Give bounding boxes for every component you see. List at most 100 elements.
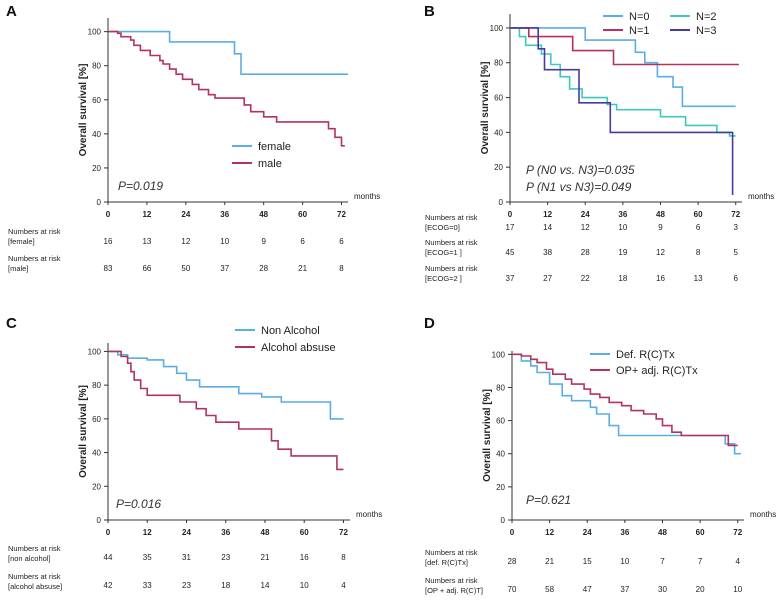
at-risk-count: 5 (734, 248, 739, 257)
survival-curve-alcohol-absuse (108, 350, 344, 471)
x-tick-label: 12 (543, 210, 552, 219)
p-value-annotation: P=0.016 (116, 497, 161, 511)
y-tick-label: 60 (92, 415, 101, 424)
km-panel-D: D 0 20 40 60 80 100 0 12 24 36 48 60 72 months Overall … (424, 315, 776, 595)
at-risk-count: 47 (583, 585, 592, 594)
x-tick-label: 12 (142, 210, 151, 219)
survival-curve-n-2 (510, 27, 736, 137)
at-risk-row-label: Numbers at risk (425, 238, 478, 247)
at-risk-count: 38 (543, 248, 552, 257)
x-tick-label: 36 (221, 528, 230, 537)
at-risk-count: 7 (660, 557, 665, 566)
at-risk-count: 16 (104, 237, 113, 246)
at-risk-count: 8 (696, 248, 701, 257)
at-risk-row-label: Numbers at risk (8, 254, 61, 263)
x-tick-label: 60 (298, 210, 307, 219)
x-tick-label: 60 (300, 528, 309, 537)
at-risk-count: 6 (300, 237, 305, 246)
y-tick-label: 0 (97, 516, 102, 525)
legend-entry: N=1 (629, 25, 650, 37)
at-risk-count: 14 (543, 223, 552, 232)
p-value-annotation: P (N1 vs N3)=0.049 (526, 180, 632, 194)
at-risk-count: 12 (656, 248, 665, 257)
km-panel-A: A 0 20 40 60 80 100 0 12 24 36 48 60 72 months Overall … (6, 3, 380, 273)
survival-curve-n-1 (510, 27, 739, 66)
at-risk-count: 10 (220, 237, 229, 246)
y-axis-label: Overall survival [%] (480, 62, 491, 155)
at-risk-count: 37 (620, 585, 629, 594)
legend-entry: N=3 (696, 25, 717, 37)
legend-entry: male (258, 158, 282, 170)
x-tick-label: 12 (143, 528, 152, 537)
at-risk-row-label-group: [female] (8, 237, 35, 246)
y-tick-label: 80 (496, 383, 505, 392)
x-axis-label: months (354, 192, 380, 201)
plot-axes (107, 343, 350, 521)
y-tick-label: 40 (92, 449, 101, 458)
at-risk-count: 31 (182, 553, 191, 562)
at-risk-count: 30 (658, 585, 667, 594)
x-tick-label: 24 (581, 210, 590, 219)
at-risk-count: 21 (261, 553, 270, 562)
at-risk-count: 4 (736, 557, 741, 566)
y-tick-label: 0 (501, 516, 506, 525)
x-tick-label: 48 (656, 210, 665, 219)
at-risk-count: 35 (143, 553, 152, 562)
y-tick-label: 80 (494, 59, 503, 68)
y-tick-label: 100 (492, 350, 506, 359)
x-axis-label: months (750, 510, 776, 519)
y-tick-label: 0 (97, 198, 102, 207)
at-risk-count: 8 (341, 553, 346, 562)
p-value-annotation: P=0.019 (118, 179, 163, 193)
at-risk-count: 21 (545, 557, 554, 566)
at-risk-count: 6 (734, 274, 739, 283)
at-risk-count: 6 (339, 237, 344, 246)
at-risk-count: 17 (506, 223, 515, 232)
x-tick-label: 48 (261, 528, 270, 537)
at-risk-count: 15 (583, 557, 592, 566)
survival-curve-n-3 (510, 27, 734, 195)
at-risk-count: 23 (221, 553, 230, 562)
at-risk-count: 58 (545, 585, 554, 594)
at-risk-row-label: Numbers at risk (425, 576, 478, 585)
at-risk-count: 10 (733, 585, 742, 594)
at-risk-count: 33 (143, 581, 152, 590)
at-risk-count: 44 (104, 553, 113, 562)
at-risk-row-label: Numbers at risk (8, 544, 61, 553)
at-risk-row-label-group: [ECOG=1 ] (425, 248, 462, 257)
at-risk-count: 18 (221, 581, 230, 590)
at-risk-count: 45 (506, 248, 515, 257)
at-risk-row-label-group: [def. R(C)Tx] (425, 558, 468, 567)
survival-curve-non-alcohol (108, 350, 344, 420)
at-risk-count: 4 (341, 581, 346, 590)
y-tick-label: 60 (92, 96, 101, 105)
x-tick-label: 12 (545, 528, 554, 537)
x-tick-label: 72 (339, 528, 348, 537)
x-tick-label: 60 (694, 210, 703, 219)
panel-letter: B (424, 3, 435, 20)
panel-letter: C (6, 315, 17, 332)
legend-entry: N=2 (696, 11, 717, 23)
at-risk-count: 83 (104, 264, 113, 273)
x-tick-label: 48 (259, 210, 268, 219)
at-risk-count: 23 (182, 581, 191, 590)
at-risk-count: 14 (261, 581, 270, 590)
x-axis-label: months (356, 510, 382, 519)
legend-entry: N=0 (629, 11, 650, 23)
y-axis-label: Overall survival [%] (78, 64, 89, 157)
legend-entry: Alcohol absuse (261, 342, 336, 354)
survival-curve-male (108, 30, 345, 147)
at-risk-count: 6 (696, 223, 701, 232)
at-risk-row-label: Numbers at risk (8, 227, 61, 236)
at-risk-count: 12 (181, 237, 190, 246)
y-tick-label: 40 (92, 130, 101, 139)
at-risk-row-label-group: [alcohol absuse] (8, 582, 62, 591)
at-risk-count: 9 (261, 237, 266, 246)
at-risk-row-label-group: [male] (8, 264, 28, 273)
x-tick-label: 72 (337, 210, 346, 219)
at-risk-count: 10 (620, 557, 629, 566)
p-value-annotation: P (N0 vs. N3)=0.035 (526, 163, 635, 177)
survival-curve-n-0 (510, 27, 736, 108)
panel-letter: A (6, 3, 17, 20)
